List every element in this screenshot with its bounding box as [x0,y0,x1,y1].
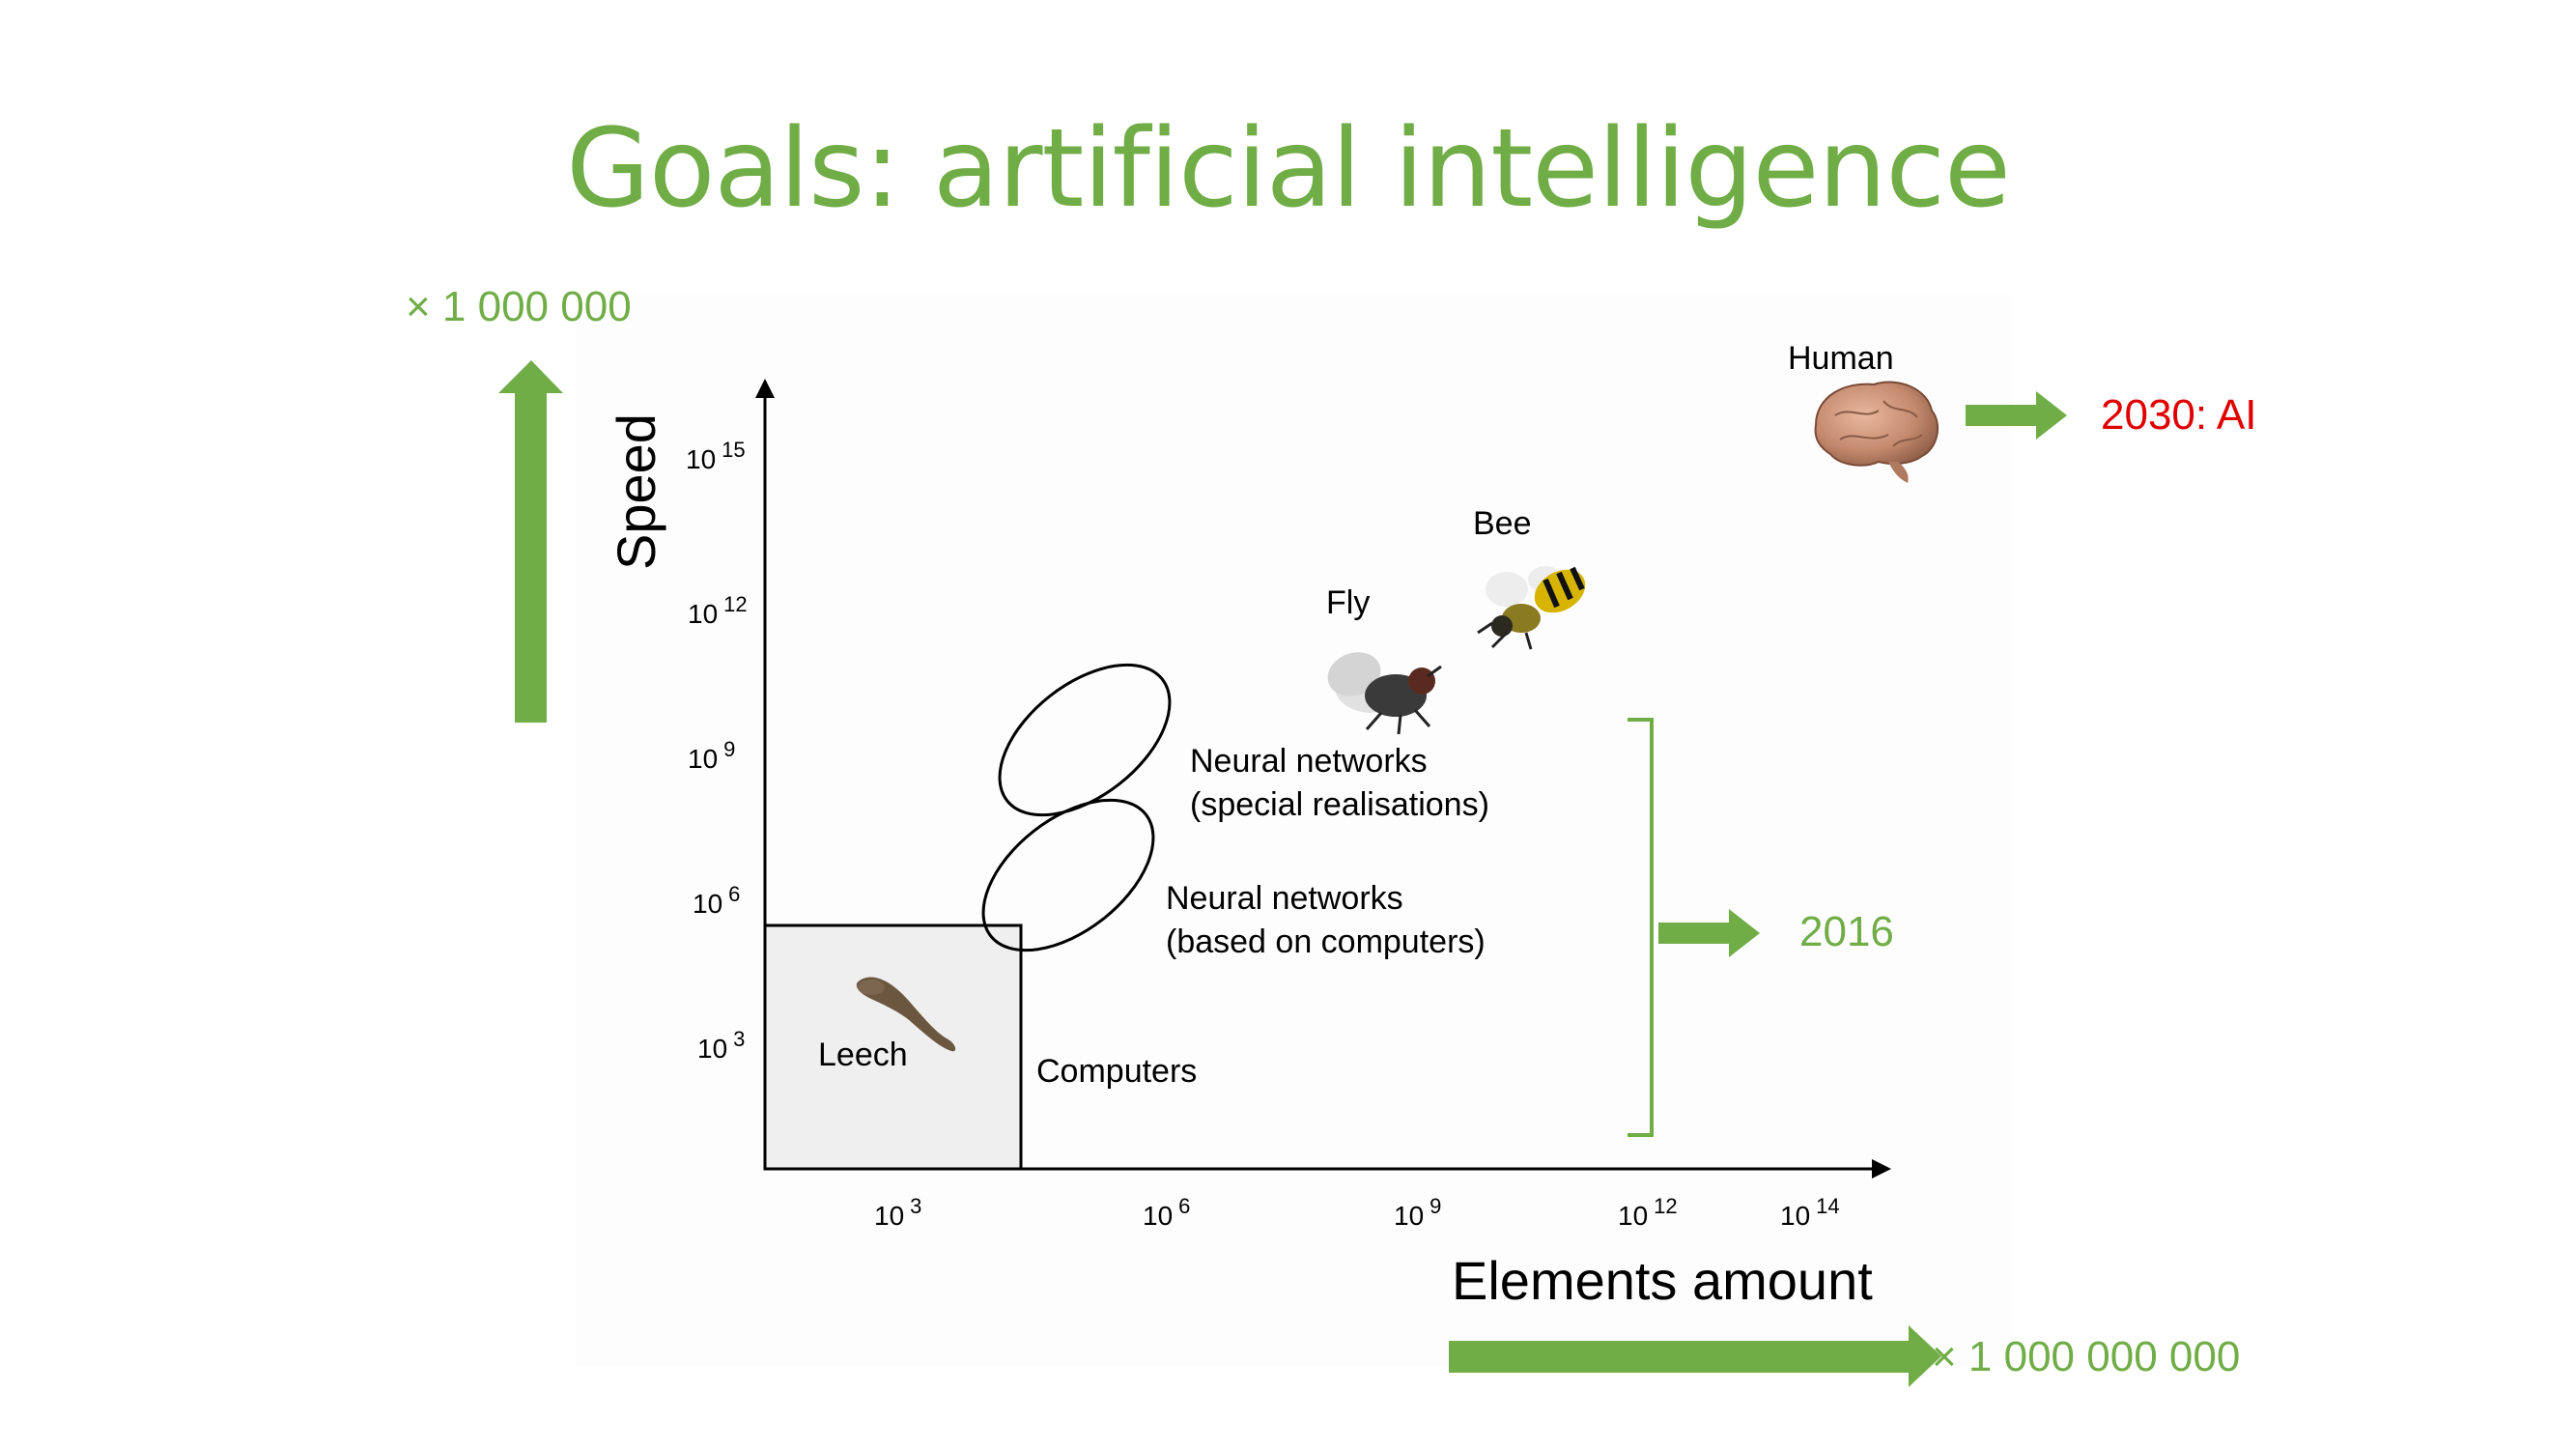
human-label: Human [1788,340,1894,377]
elements-multiplier: × 1 000 000 000 [1932,1333,2240,1380]
goal-arrow [1966,391,2067,440]
y-tick-label: 10 3 [697,1027,745,1064]
nn-computers-label-line1: Neural networks [1166,880,1403,917]
diagram-image-background [575,295,2014,1367]
current-arrow [1658,909,1760,957]
nn-computers-label-line2: (based on computers) [1166,923,1486,960]
elements-arrow [1449,1325,1941,1387]
nn-special-label-line1: Neural networks [1190,743,1428,780]
x-tick-label: 10 6 [1143,1194,1190,1231]
y-tick-label: 10 6 [693,882,740,919]
computers-label: Computers [1036,1053,1197,1090]
y-tick-label: 10 15 [686,438,746,474]
y-tick-labels: 10 3 10 6 10 9 10 12 10 15 [686,438,748,1064]
goal-label: 2030: AI [2101,391,2256,439]
current-year-label: 2016 [1799,908,1894,955]
x-axis-arrowhead [1872,1159,1891,1179]
bee-label: Bee [1473,505,1532,542]
x-tick-label: 10 14 [1780,1194,1840,1231]
nn-computers-region [981,798,1155,952]
brain-icon [1814,381,1939,483]
y-axis-arrowhead [755,379,775,398]
leech-icon [856,977,956,1052]
slide-title: Goals: artificial intelligence [566,106,2011,232]
x-tick-labels: 10 3 10 6 10 9 10 12 10 14 [874,1194,1840,1231]
fly-icon [1327,652,1442,735]
y-tick-label: 10 9 [688,737,735,774]
fly-label: Fly [1326,584,1370,621]
y-tick-label: 10 12 [688,592,748,629]
current-bracket [1628,718,1654,1137]
speed-arrow [498,360,563,723]
nn-special-region [998,663,1172,817]
x-axis-label: Elements amount [1452,1250,1873,1311]
x-tick-label: 10 9 [1394,1194,1441,1231]
nn-special-label-line2: (special realisations) [1190,786,1489,823]
speed-multiplier: × 1 000 000 [406,283,632,330]
y-axis-label: Speed [606,413,666,570]
leech-label: Leech [818,1037,908,1073]
computers-region [763,923,1023,1171]
x-tick-label: 10 12 [1618,1194,1678,1231]
bee-icon [1477,566,1586,650]
x-tick-label: 10 3 [874,1194,921,1231]
